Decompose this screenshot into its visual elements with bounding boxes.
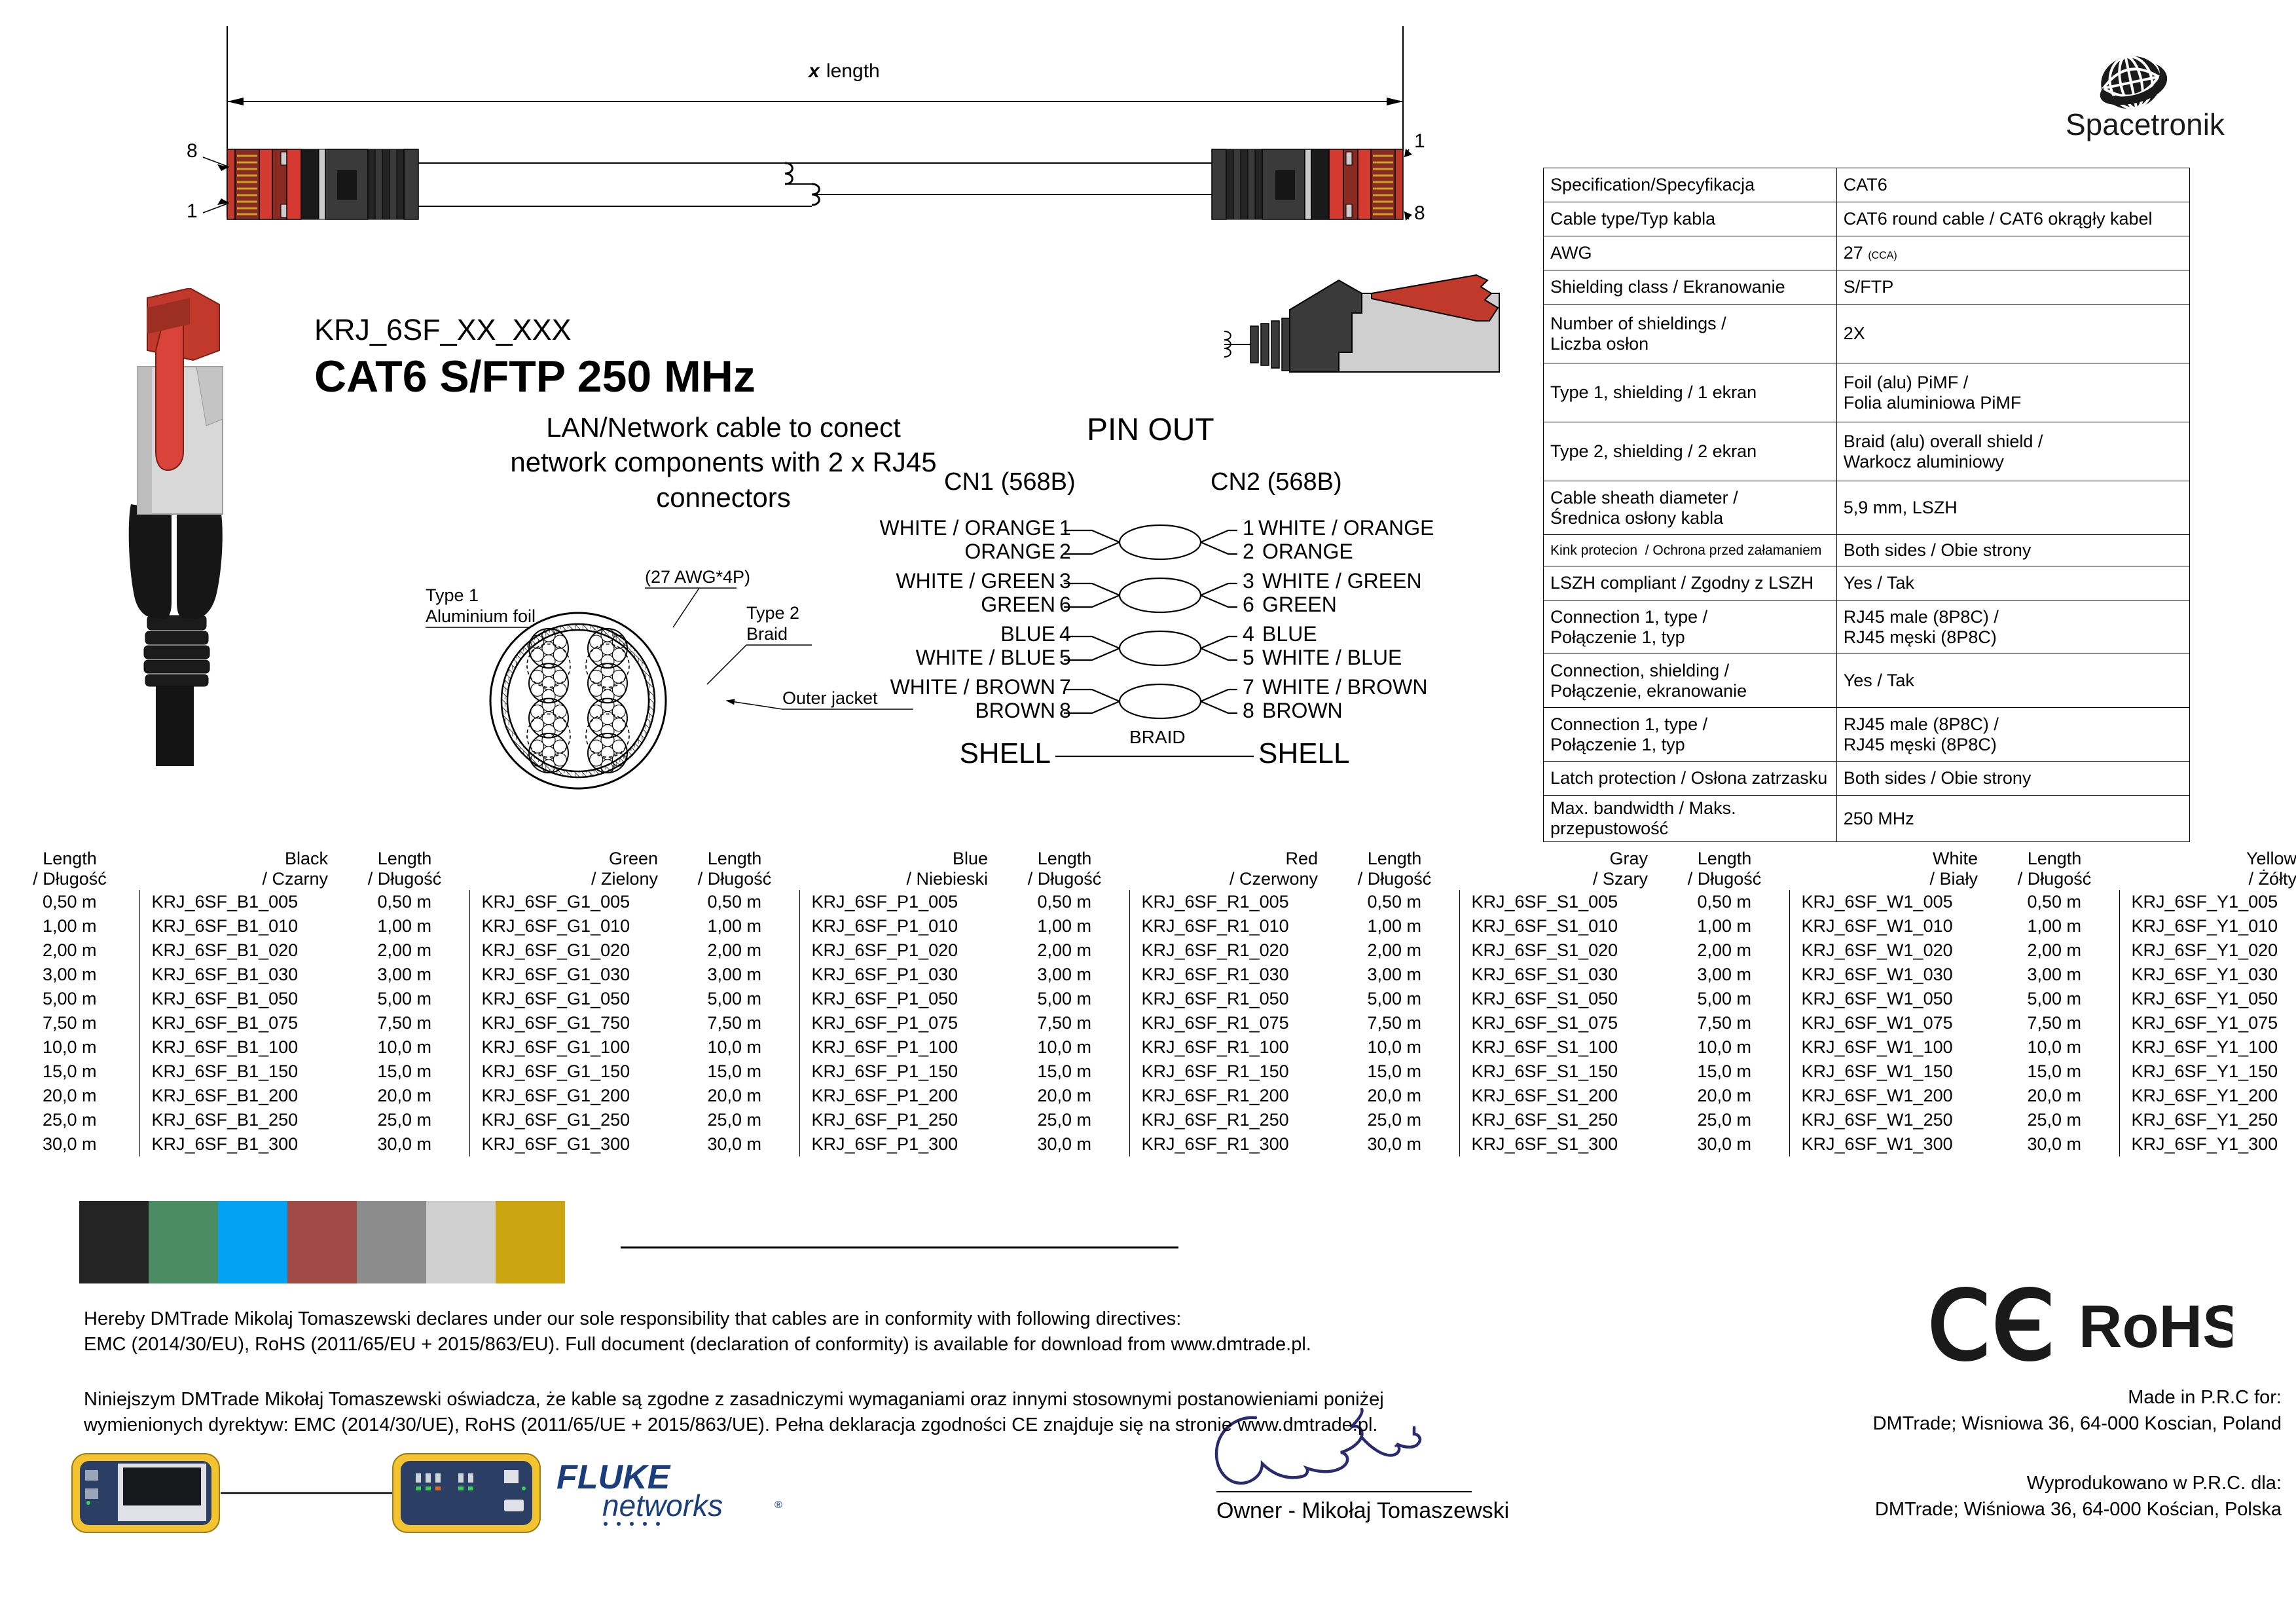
svg-text:WHITE / GREEN: WHITE / GREEN [1262, 569, 1422, 593]
svg-text:GREEN: GREEN [981, 593, 1055, 616]
svg-text:1: 1 [1243, 516, 1254, 540]
svg-text:BROWN: BROWN [1262, 699, 1343, 722]
svg-text:8: 8 [187, 140, 198, 162]
svg-text:BRAID: BRAID [1129, 727, 1186, 747]
svg-text:®: ® [774, 1500, 782, 1511]
svg-text:GREEN: GREEN [1262, 593, 1337, 616]
svg-text:WHITE / BLUE: WHITE / BLUE [1262, 646, 1402, 669]
svg-text:networks: networks [602, 1488, 723, 1522]
svg-text:1: 1 [1414, 130, 1425, 152]
svg-text:6: 6 [1059, 593, 1071, 616]
svg-text:CN2 (568B): CN2 (568B) [1211, 468, 1342, 496]
svg-text:BROWN: BROWN [975, 699, 1055, 722]
svg-text:WHITE / BROWN: WHITE / BROWN [1262, 675, 1427, 699]
svg-text:Type 2: Type 2 [746, 603, 799, 623]
svg-text:8: 8 [1059, 699, 1071, 722]
svg-text:8: 8 [1414, 202, 1425, 224]
svg-text:2: 2 [1059, 540, 1071, 563]
svg-text:ORANGE: ORANGE [1262, 540, 1353, 563]
svg-text:Owner - Mikołaj Tomaszewski: Owner - Mikołaj Tomaszewski [1216, 1498, 1509, 1523]
svg-text:BLUE: BLUE [1000, 622, 1055, 646]
svg-text:7: 7 [1243, 675, 1254, 699]
svg-text:length: length [826, 60, 880, 82]
svg-text:1: 1 [1059, 516, 1071, 540]
svg-text:Aluminium foil: Aluminium foil [426, 606, 536, 626]
svg-text:4: 4 [1243, 622, 1254, 646]
svg-text:SHELL: SHELL [1258, 737, 1349, 769]
svg-text:6: 6 [1243, 593, 1254, 616]
svg-text:7: 7 [1059, 675, 1071, 699]
svg-text:BLUE: BLUE [1262, 622, 1317, 646]
svg-text:3: 3 [1243, 569, 1254, 593]
svg-text:WHITE / ORANGE: WHITE / ORANGE [1258, 516, 1434, 540]
svg-text:5: 5 [1059, 646, 1071, 669]
svg-text:RoHS: RoHS [2079, 1293, 2232, 1360]
svg-text:x: x [807, 60, 820, 82]
svg-text:8: 8 [1243, 699, 1254, 722]
svg-text:Spacetronik: Spacetronik [2066, 107, 2225, 141]
svg-text:ORANGE: ORANGE [964, 540, 1055, 563]
svg-text:Type 1: Type 1 [426, 585, 479, 605]
svg-text:2: 2 [1243, 540, 1254, 563]
svg-text:1: 1 [187, 200, 198, 222]
svg-text:5: 5 [1243, 646, 1254, 669]
svg-text:(27 AWG*4P): (27 AWG*4P) [645, 567, 750, 587]
svg-text:WHITE / ORANGE: WHITE / ORANGE [880, 516, 1055, 540]
svg-text:SHELL: SHELL [960, 737, 1051, 769]
svg-text:Outer jacket: Outer jacket [782, 688, 878, 708]
svg-text:Braid: Braid [746, 624, 788, 644]
svg-text:WHITE / BLUE: WHITE / BLUE [916, 646, 1055, 669]
svg-text:4: 4 [1059, 622, 1071, 646]
svg-text:3: 3 [1059, 569, 1071, 593]
